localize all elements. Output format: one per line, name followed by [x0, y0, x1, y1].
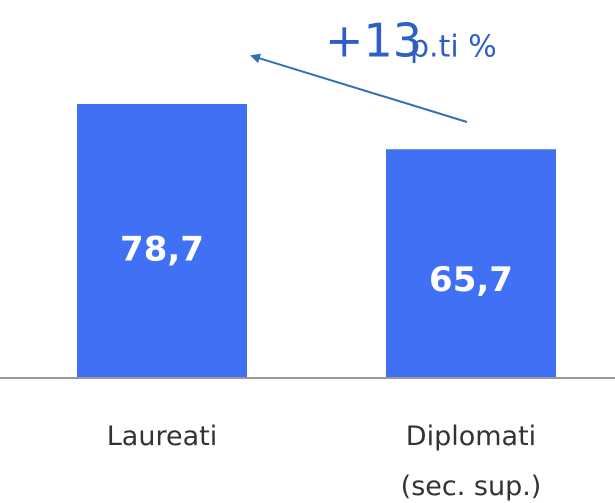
x-tick-label: Diplomati (sec. sup.)	[400, 421, 542, 502]
value-label: 65,7	[429, 260, 513, 300]
x-tick-label: Laureati	[106, 421, 218, 452]
arrow	[250, 53, 468, 123]
annotation-number: +13	[325, 14, 422, 68]
bar	[77, 104, 247, 378]
value-label: 78,7	[120, 230, 204, 270]
bar	[386, 149, 556, 378]
annotation-unit: p.ti %	[410, 30, 497, 65]
